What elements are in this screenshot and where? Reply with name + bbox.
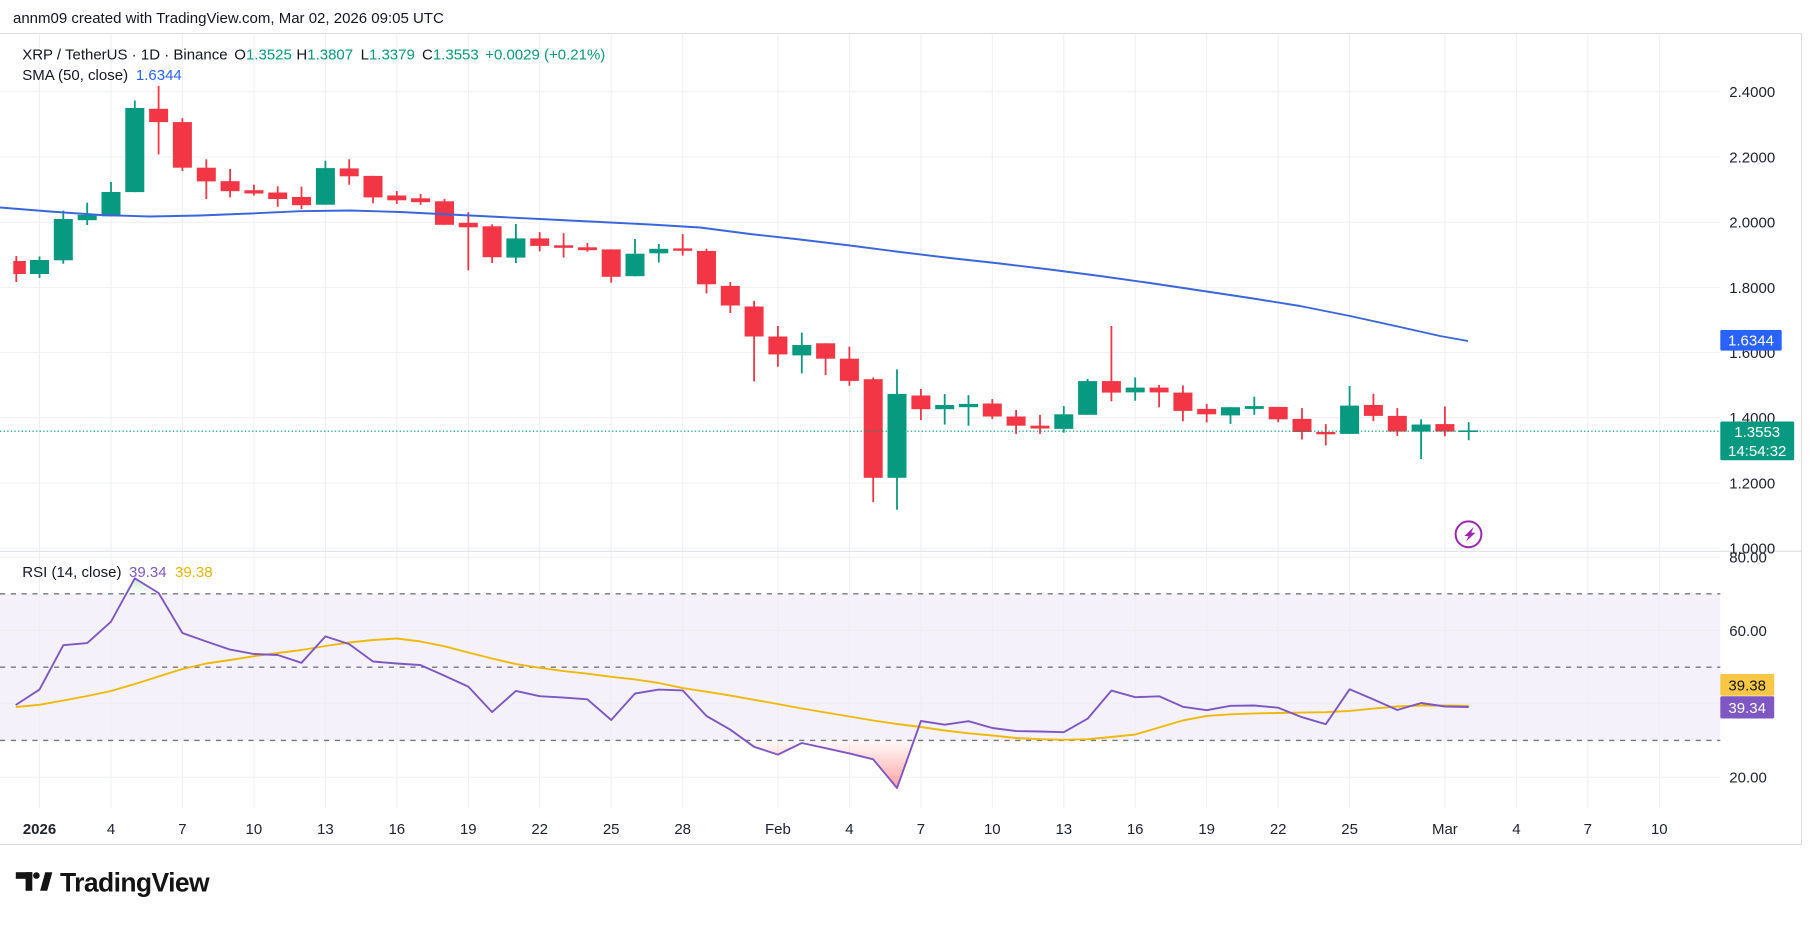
svg-text:13: 13 xyxy=(317,821,334,838)
svg-text:13: 13 xyxy=(1055,821,1072,838)
svg-text:19: 19 xyxy=(460,821,477,838)
svg-text:2026: 2026 xyxy=(23,821,56,838)
svg-text:7: 7 xyxy=(1584,821,1592,838)
svg-text:1.0000: 1.0000 xyxy=(1729,541,1775,558)
svg-text:annm09 created with TradingVie: annm09 created with TradingView.com, Mar… xyxy=(13,10,444,27)
svg-text:20.00: 20.00 xyxy=(1729,770,1767,787)
svg-text:22: 22 xyxy=(531,821,548,838)
svg-text:2.4000: 2.4000 xyxy=(1729,84,1775,101)
svg-text:25: 25 xyxy=(603,821,620,838)
svg-text:16: 16 xyxy=(388,821,405,838)
svg-text:19: 19 xyxy=(1198,821,1215,838)
svg-text:25: 25 xyxy=(1341,821,1358,838)
svg-text:2.0000: 2.0000 xyxy=(1729,215,1775,232)
svg-text:2.2000: 2.2000 xyxy=(1729,149,1775,166)
svg-text:4: 4 xyxy=(845,821,853,838)
svg-text:1.2000: 1.2000 xyxy=(1729,475,1775,492)
svg-text:TradingView: TradingView xyxy=(60,867,210,897)
svg-text:1.8000: 1.8000 xyxy=(1729,280,1775,297)
svg-text:80.00: 80.00 xyxy=(1729,550,1767,567)
svg-text:7: 7 xyxy=(917,821,925,838)
svg-text:14:54:32: 14:54:32 xyxy=(1728,443,1786,460)
svg-text:28: 28 xyxy=(674,821,691,838)
svg-text:1.6344: 1.6344 xyxy=(1728,333,1774,350)
svg-text:60.00: 60.00 xyxy=(1729,623,1767,640)
svg-text:16: 16 xyxy=(1127,821,1144,838)
svg-text:4: 4 xyxy=(107,821,115,838)
svg-text:1.3553: 1.3553 xyxy=(1734,424,1780,441)
svg-text:4: 4 xyxy=(1512,821,1520,838)
svg-text:39.38: 39.38 xyxy=(1728,677,1766,694)
svg-text:22: 22 xyxy=(1270,821,1287,838)
svg-text:10: 10 xyxy=(1651,821,1668,838)
svg-text:SMA (50, close)1.6344: SMA (50, close) 1.6344 xyxy=(22,67,182,84)
svg-text:39.34: 39.34 xyxy=(1728,700,1766,717)
svg-text:10: 10 xyxy=(246,821,263,838)
svg-text:Mar: Mar xyxy=(1432,821,1458,838)
svg-text:7: 7 xyxy=(178,821,186,838)
svg-text:10: 10 xyxy=(984,821,1001,838)
svg-text:Feb: Feb xyxy=(765,821,791,838)
